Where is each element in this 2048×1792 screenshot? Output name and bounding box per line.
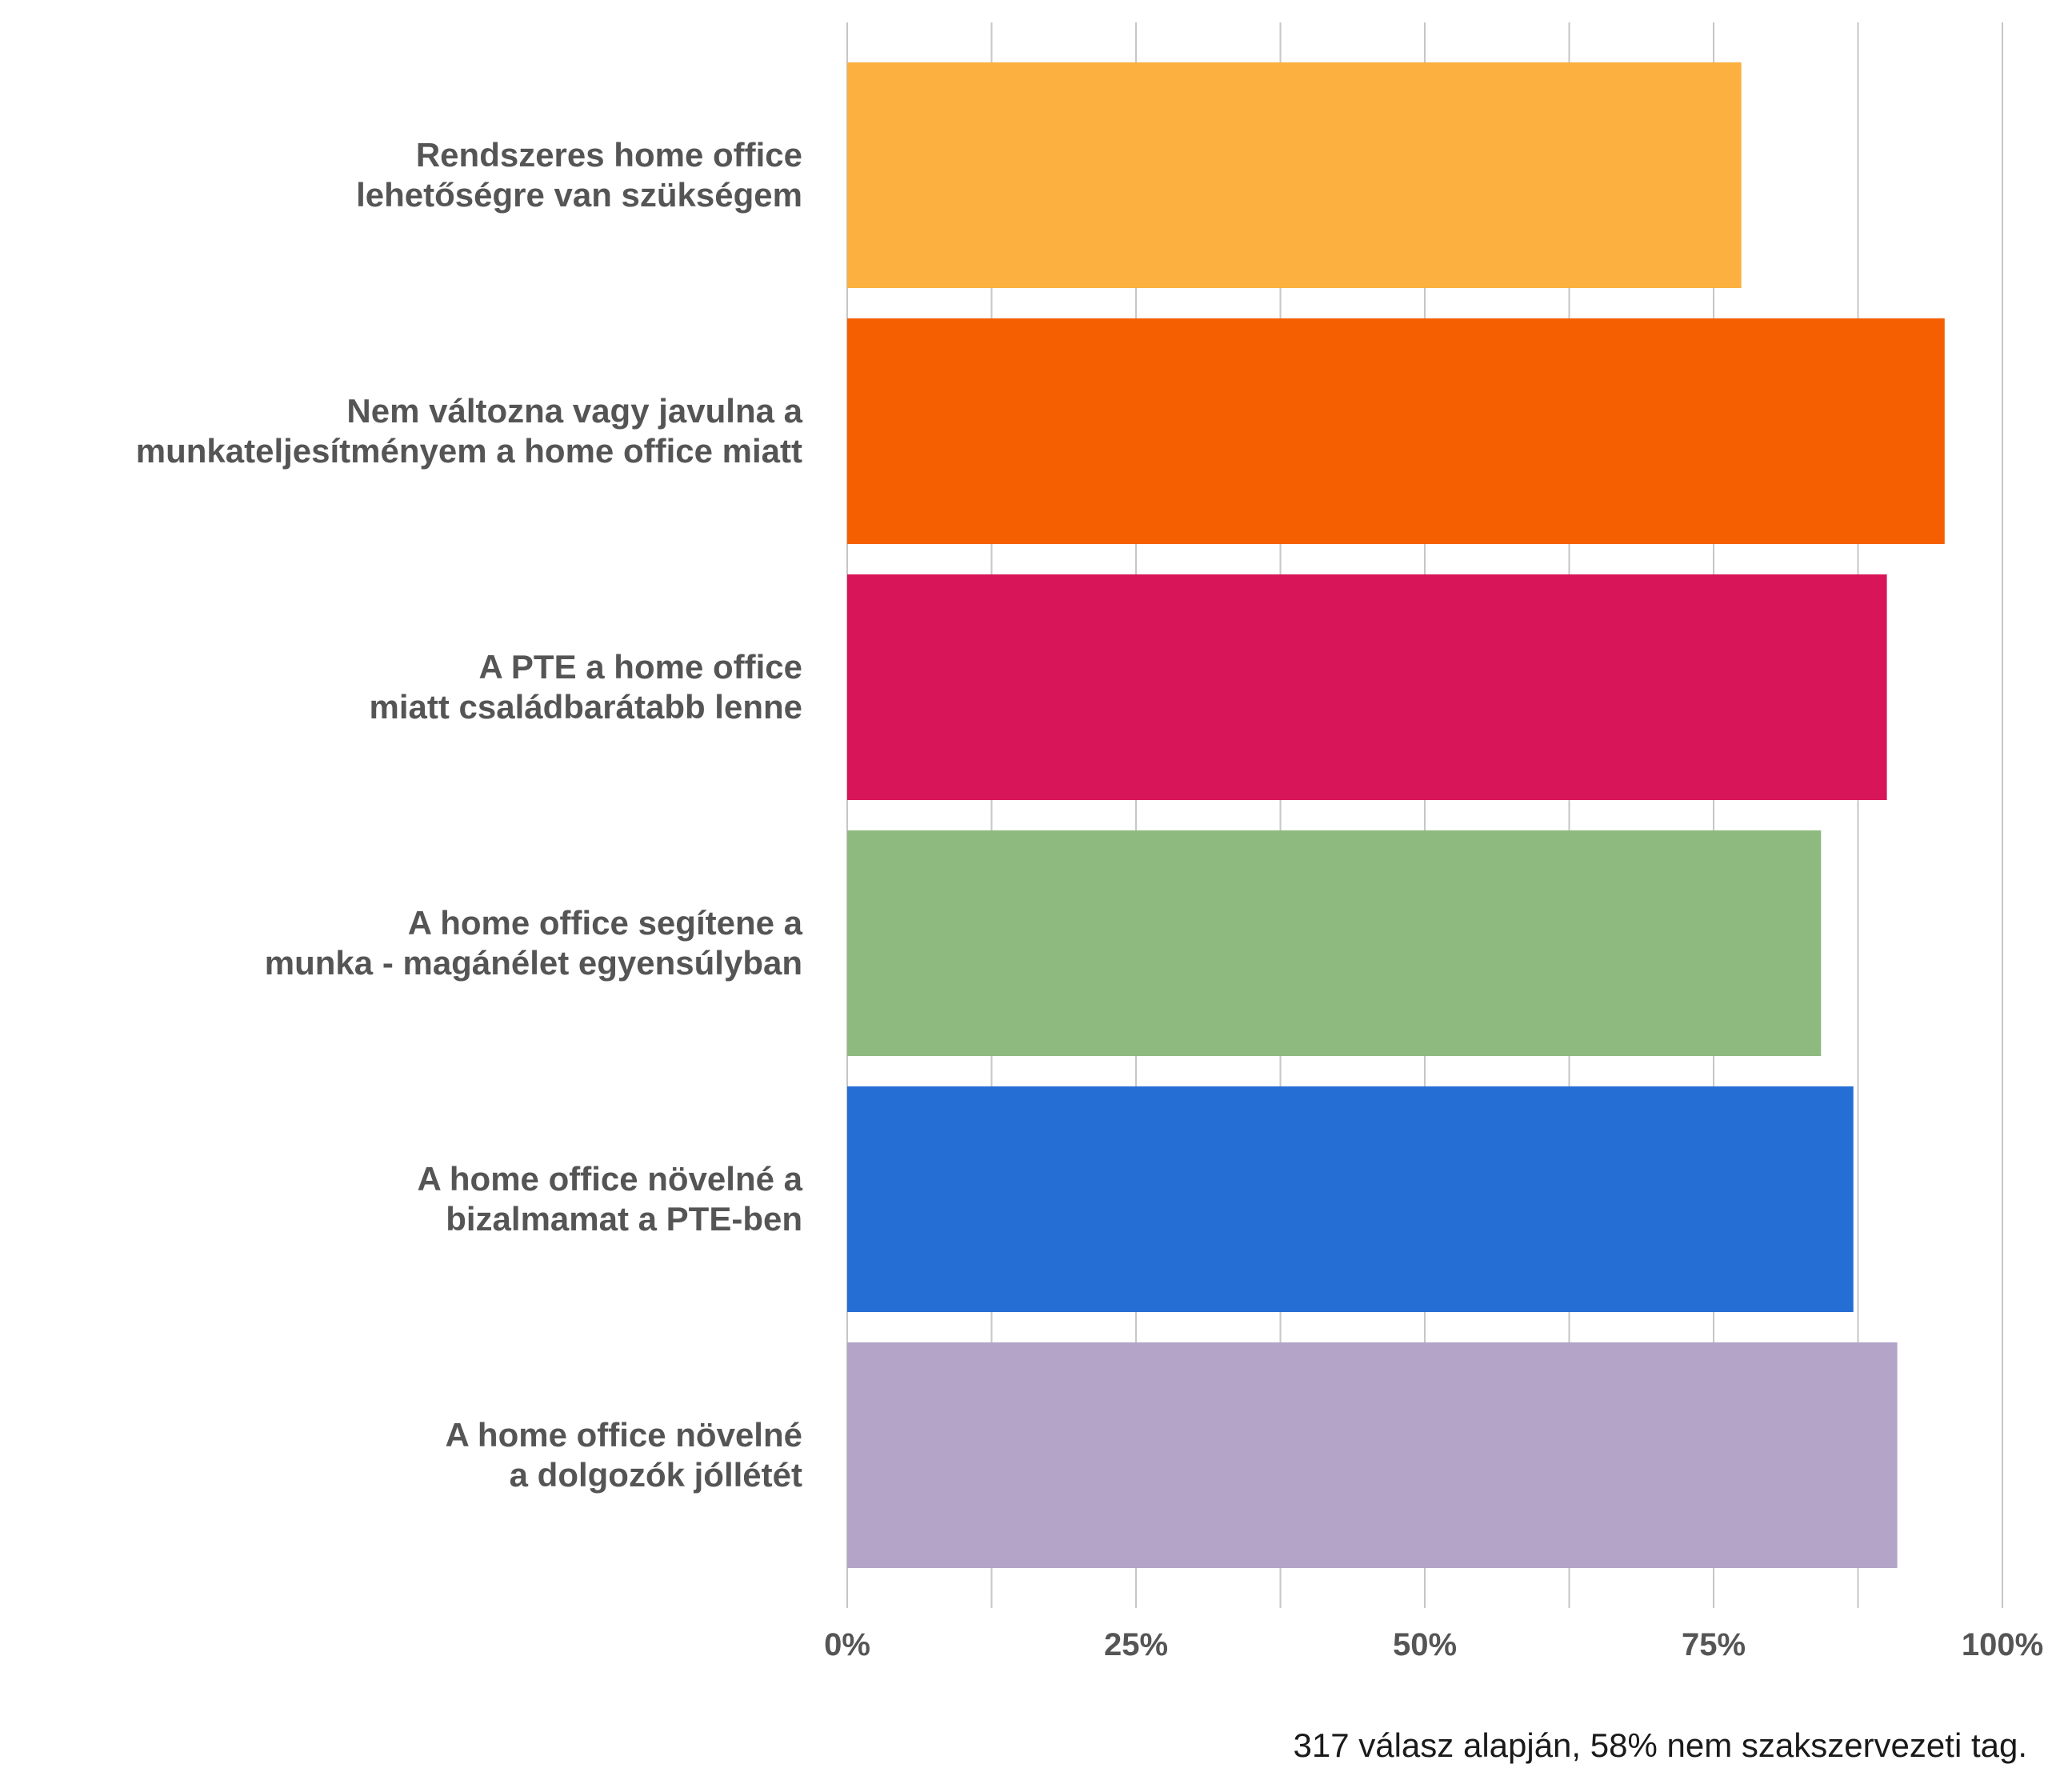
x-tick-label-2: 50% <box>1393 1627 1457 1662</box>
category-label-line: Nem változna vagy javulna a <box>346 392 802 430</box>
category-label-line: munkateljesítményem a home office miatt <box>136 432 802 470</box>
category-label-5: A home office növelné a bizalmamat a PTE-… <box>417 1160 802 1238</box>
bar-6 <box>847 1342 1898 1568</box>
category-label-line: miatt családbarátabb lenne <box>369 688 802 726</box>
x-axis-tick-labels: 0% 25% 50% 75% 100% <box>824 1627 2043 1662</box>
category-label-line: bizalmamat a PTE-ben <box>446 1200 802 1238</box>
bars <box>847 62 1945 1568</box>
category-label-line: A home office növelné <box>445 1416 802 1454</box>
bar-3 <box>847 574 1887 800</box>
bar-5 <box>847 1086 1854 1312</box>
bar-1 <box>847 62 1742 288</box>
category-label-3: A PTE a home office miatt családbarátabb … <box>369 648 802 726</box>
category-label-line: A PTE a home office <box>478 648 802 686</box>
category-label-6: A home office növelné a dolgozók jóllétét <box>445 1416 802 1494</box>
x-tick-label-3: 75% <box>1682 1627 1746 1662</box>
category-label-line: lehetőségre van szükségem <box>356 176 802 214</box>
x-tick-label-1: 25% <box>1104 1627 1168 1662</box>
x-tick-label-4: 100% <box>1962 1627 2043 1662</box>
category-label-line: A home office növelné a <box>417 1160 802 1198</box>
category-label-1: Rendszeres home office lehetőségre van sz… <box>356 136 802 214</box>
bar-2 <box>847 318 1945 544</box>
category-label-line: Rendszeres home office <box>416 136 802 174</box>
category-label-4: A home office segítene a munka - magánéle… <box>265 904 803 982</box>
category-label-line: a dolgozók jóllétét <box>510 1456 802 1494</box>
category-labels: Rendszeres home office lehetőségre van sz… <box>136 136 803 1494</box>
category-label-line: munka - magánélet egyensúlyban <box>265 944 802 982</box>
footnote: 317 válasz alapján, 58% nem szakszerveze… <box>1293 1726 2028 1764</box>
x-tick-label-0: 0% <box>824 1627 870 1662</box>
bar-4 <box>847 830 1822 1056</box>
category-label-line: A home office segítene a <box>408 904 803 942</box>
category-label-2: Nem változna vagy javulna a munkateljesít… <box>136 392 803 470</box>
